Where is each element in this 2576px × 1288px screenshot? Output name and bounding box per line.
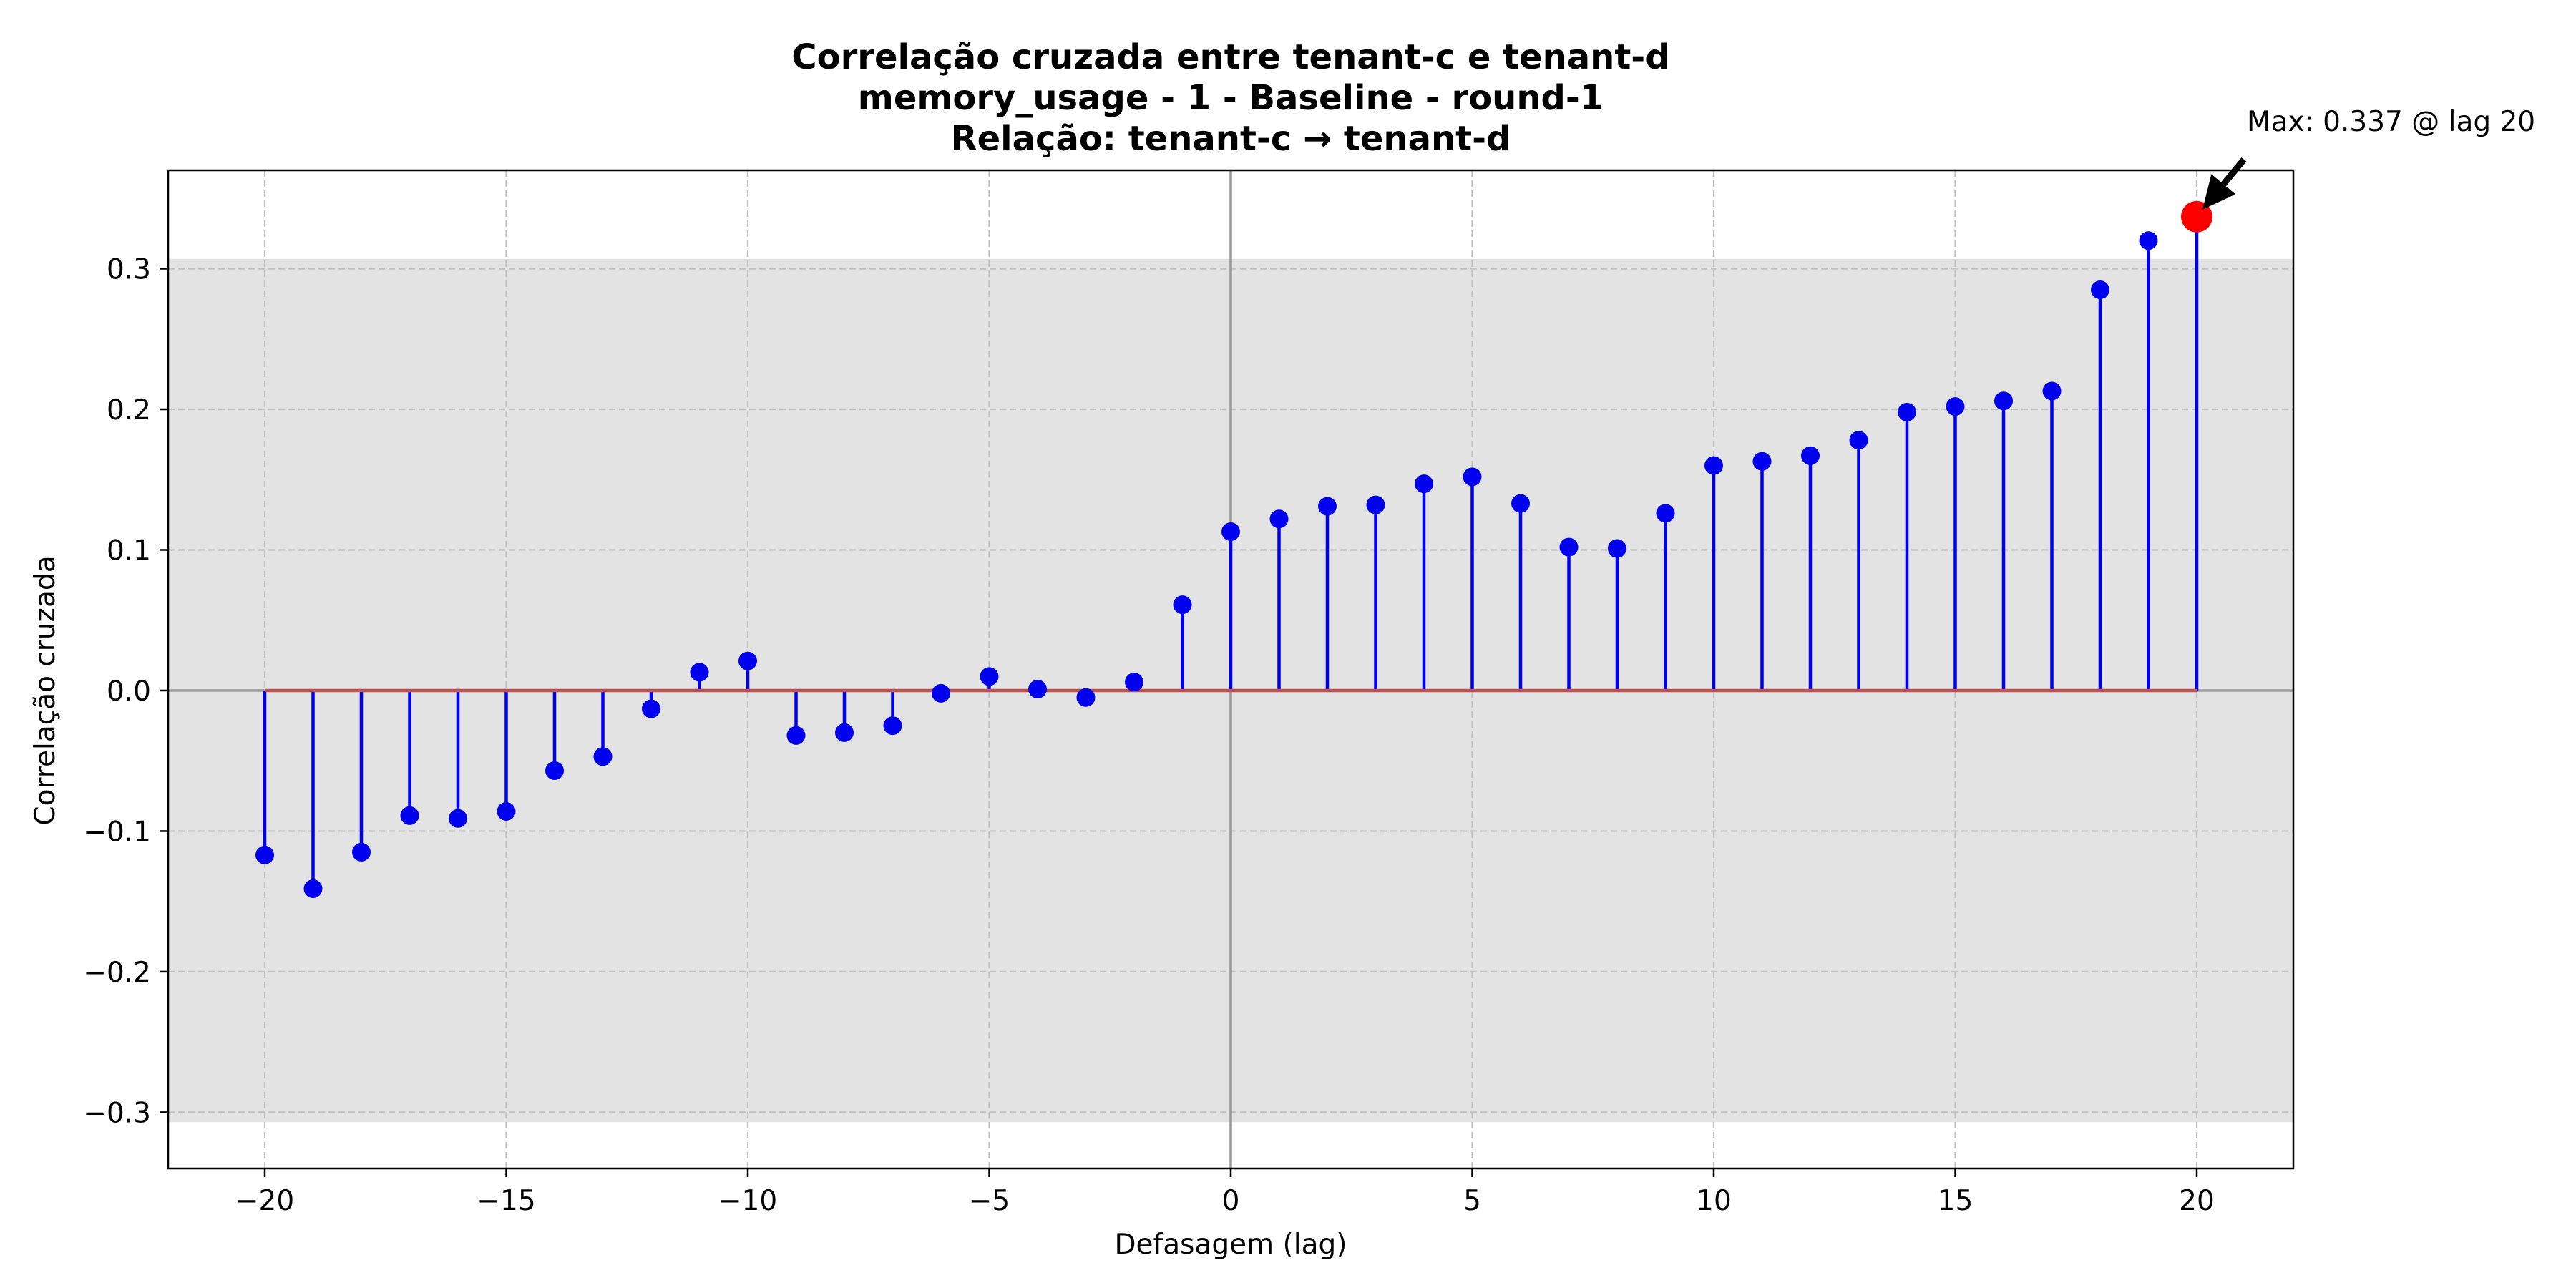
x-tick-label: −20 (235, 1185, 294, 1217)
max-annotation-text: Max: 0.337 @ lag 20 (2247, 106, 2535, 138)
stem-marker (1028, 680, 1047, 699)
chart-title-line-1: Correlação cruzada entre tenant-c e tena… (791, 37, 1669, 77)
stem-marker (1415, 474, 1433, 494)
stem-marker (1656, 504, 1675, 523)
y-tick-label: −0.3 (83, 1097, 151, 1129)
stem-marker (642, 699, 660, 718)
stem-marker (1125, 673, 1143, 692)
stem-marker (1366, 495, 1385, 514)
stem-marker (1752, 452, 1772, 471)
y-tick-label: 0.3 (107, 254, 151, 286)
stem-marker (593, 747, 613, 766)
stem-marker (255, 845, 274, 864)
chart-title-line-2: memory_usage - 1 - Baseline - round-1 (858, 78, 1604, 118)
stem-marker (1608, 539, 1626, 558)
x-tick-label: −5 (969, 1185, 1010, 1217)
stem-marker (1994, 391, 2013, 411)
stem-marker (497, 801, 516, 821)
y-axis-label: Correlação cruzada (29, 555, 62, 825)
stem-marker (690, 663, 709, 682)
stem-marker (2091, 280, 2109, 300)
chart-title: Correlação cruzada entre tenant-c e tena… (791, 37, 1669, 159)
stem-marker (1173, 595, 1192, 615)
stem-series (255, 200, 2212, 899)
stem-marker (449, 809, 467, 828)
stem-marker (932, 683, 950, 703)
x-tick-label: 20 (2179, 1185, 2215, 1217)
stem-marker (786, 726, 806, 745)
stem-marker (303, 879, 323, 899)
y-tick-label: 0.1 (107, 535, 151, 567)
stem-marker (1318, 497, 1337, 516)
stem-marker (1946, 397, 1965, 416)
x-axis-ticks: −20 −15 −10 −5 0 5 10 15 20 (235, 1169, 2215, 1217)
x-tick-label: −15 (477, 1185, 535, 1217)
stem-marker (1076, 688, 1096, 707)
stem-marker (1801, 446, 1820, 465)
stem-marker (1221, 522, 1240, 541)
stem-marker (545, 761, 564, 780)
x-tick-label: 5 (1463, 1185, 1481, 1217)
stem-marker (1269, 509, 1289, 529)
stem-marker (1704, 456, 1723, 475)
stem-marker (835, 723, 854, 742)
stem-marker (883, 716, 902, 736)
max-annotation: Max: 0.337 @ lag 20 (2202, 106, 2535, 210)
x-axis-label: Defasagem (lag) (1115, 1229, 1347, 1261)
stem-marker (1511, 494, 1530, 513)
stem-marker (738, 651, 757, 670)
annotation-arrow-head (2202, 174, 2236, 210)
y-tick-label: −0.2 (83, 957, 151, 989)
x-tick-label: 15 (1938, 1185, 1974, 1217)
stem-marker (1898, 402, 1916, 421)
y-axis-ticks: −0.3 −0.2 −0.1 0.0 0.1 0.2 0.3 (83, 254, 168, 1129)
y-tick-label: 0.0 (107, 675, 151, 708)
x-tick-label: 0 (1222, 1185, 1240, 1217)
stem-marker (352, 842, 371, 862)
stem-marker (1849, 431, 1868, 450)
stem-marker (1463, 467, 1482, 487)
max-point-marker (2181, 200, 2212, 233)
stem-marker (2042, 381, 2062, 401)
stem-marker (400, 806, 419, 825)
x-tick-label: 10 (1696, 1185, 1732, 1217)
stem-marker (980, 667, 999, 686)
chart-title-line-3: Relação: tenant-c → tenant-d (951, 119, 1511, 159)
stem-marker (1559, 537, 1579, 557)
x-tick-label: −10 (718, 1185, 777, 1217)
y-tick-label: −0.1 (83, 816, 151, 848)
stem-marker (2139, 231, 2158, 250)
y-tick-label: 0.2 (107, 394, 151, 426)
